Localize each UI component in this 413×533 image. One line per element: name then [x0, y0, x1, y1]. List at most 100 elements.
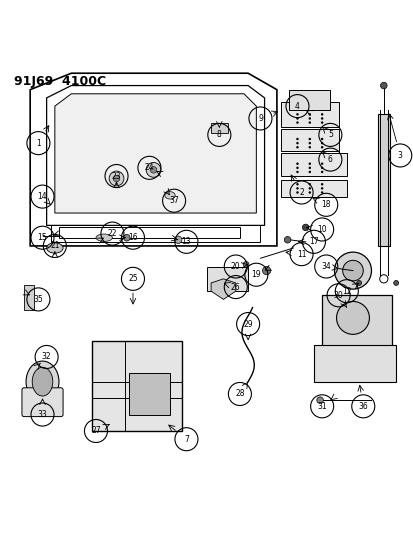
- FancyBboxPatch shape: [377, 115, 389, 246]
- Text: 4: 4: [294, 102, 299, 111]
- FancyBboxPatch shape: [206, 266, 247, 291]
- Text: 13: 13: [181, 237, 191, 246]
- Circle shape: [296, 117, 298, 120]
- Text: 34: 34: [320, 262, 330, 271]
- Text: 2: 2: [299, 188, 303, 197]
- Circle shape: [113, 175, 119, 182]
- FancyBboxPatch shape: [280, 180, 346, 197]
- Text: 19: 19: [251, 270, 261, 279]
- Circle shape: [308, 142, 310, 144]
- Text: 5: 5: [327, 131, 332, 140]
- Text: 11: 11: [296, 249, 306, 259]
- Circle shape: [320, 142, 323, 144]
- Text: 25: 25: [128, 274, 138, 284]
- FancyBboxPatch shape: [280, 129, 338, 151]
- Circle shape: [109, 171, 123, 186]
- Text: 28: 28: [235, 390, 244, 399]
- Text: 91J69  4100C: 91J69 4100C: [14, 75, 106, 88]
- Text: 30: 30: [333, 291, 343, 300]
- Text: 15: 15: [38, 233, 47, 242]
- Text: 8: 8: [216, 131, 221, 140]
- Circle shape: [296, 187, 298, 190]
- Circle shape: [308, 163, 310, 165]
- Circle shape: [320, 122, 323, 124]
- Circle shape: [123, 235, 130, 241]
- Circle shape: [380, 82, 386, 89]
- Circle shape: [393, 280, 398, 285]
- Text: 9: 9: [257, 114, 262, 123]
- Text: 37: 37: [169, 196, 178, 205]
- Circle shape: [174, 236, 181, 244]
- Circle shape: [150, 167, 157, 173]
- Circle shape: [342, 260, 362, 281]
- Text: 36: 36: [358, 402, 367, 411]
- Circle shape: [320, 113, 323, 116]
- Circle shape: [296, 191, 298, 193]
- Circle shape: [296, 146, 298, 149]
- FancyBboxPatch shape: [92, 341, 182, 431]
- Text: 24: 24: [144, 163, 154, 172]
- Circle shape: [242, 262, 248, 268]
- Text: 29: 29: [243, 320, 252, 328]
- Circle shape: [320, 191, 323, 193]
- FancyBboxPatch shape: [24, 285, 34, 310]
- Text: 3: 3: [397, 151, 402, 160]
- Circle shape: [320, 138, 323, 140]
- Circle shape: [308, 113, 310, 116]
- Text: 21: 21: [50, 241, 59, 251]
- Text: 27: 27: [91, 426, 100, 435]
- Ellipse shape: [32, 367, 53, 396]
- Circle shape: [308, 117, 310, 120]
- Circle shape: [320, 167, 323, 169]
- FancyBboxPatch shape: [280, 102, 338, 127]
- FancyBboxPatch shape: [289, 90, 330, 110]
- Text: 31: 31: [316, 402, 326, 411]
- Circle shape: [320, 187, 323, 190]
- Circle shape: [308, 187, 310, 190]
- FancyBboxPatch shape: [128, 374, 170, 415]
- Text: 14: 14: [38, 192, 47, 201]
- FancyBboxPatch shape: [313, 345, 395, 382]
- Circle shape: [336, 302, 368, 334]
- Text: 23: 23: [112, 172, 121, 181]
- Circle shape: [320, 117, 323, 120]
- Circle shape: [308, 183, 310, 185]
- Circle shape: [296, 142, 298, 144]
- Circle shape: [308, 122, 310, 124]
- Circle shape: [296, 122, 298, 124]
- Circle shape: [308, 138, 310, 140]
- Ellipse shape: [47, 243, 63, 253]
- Text: 32: 32: [42, 352, 51, 361]
- Ellipse shape: [96, 234, 112, 241]
- Text: 35: 35: [33, 295, 43, 304]
- Ellipse shape: [26, 361, 59, 402]
- Circle shape: [316, 397, 323, 403]
- Circle shape: [356, 280, 361, 285]
- Text: 1: 1: [36, 139, 40, 148]
- Circle shape: [296, 113, 298, 116]
- Circle shape: [262, 266, 270, 274]
- Text: 6: 6: [327, 155, 332, 164]
- FancyBboxPatch shape: [211, 123, 227, 133]
- Text: 12: 12: [341, 287, 351, 296]
- Circle shape: [296, 171, 298, 173]
- Circle shape: [320, 183, 323, 185]
- Text: 33: 33: [38, 410, 47, 419]
- Circle shape: [146, 163, 161, 177]
- FancyBboxPatch shape: [321, 295, 391, 349]
- Text: 18: 18: [321, 200, 330, 209]
- Circle shape: [334, 252, 370, 289]
- Text: 17: 17: [309, 237, 318, 246]
- Text: 20: 20: [230, 262, 240, 271]
- Circle shape: [296, 138, 298, 140]
- FancyBboxPatch shape: [280, 154, 346, 176]
- Circle shape: [320, 171, 323, 173]
- Polygon shape: [55, 94, 256, 213]
- Circle shape: [320, 146, 323, 149]
- Circle shape: [296, 183, 298, 185]
- Circle shape: [320, 163, 323, 165]
- Circle shape: [284, 237, 290, 243]
- Ellipse shape: [164, 192, 175, 199]
- Circle shape: [308, 146, 310, 149]
- Text: 22: 22: [107, 229, 117, 238]
